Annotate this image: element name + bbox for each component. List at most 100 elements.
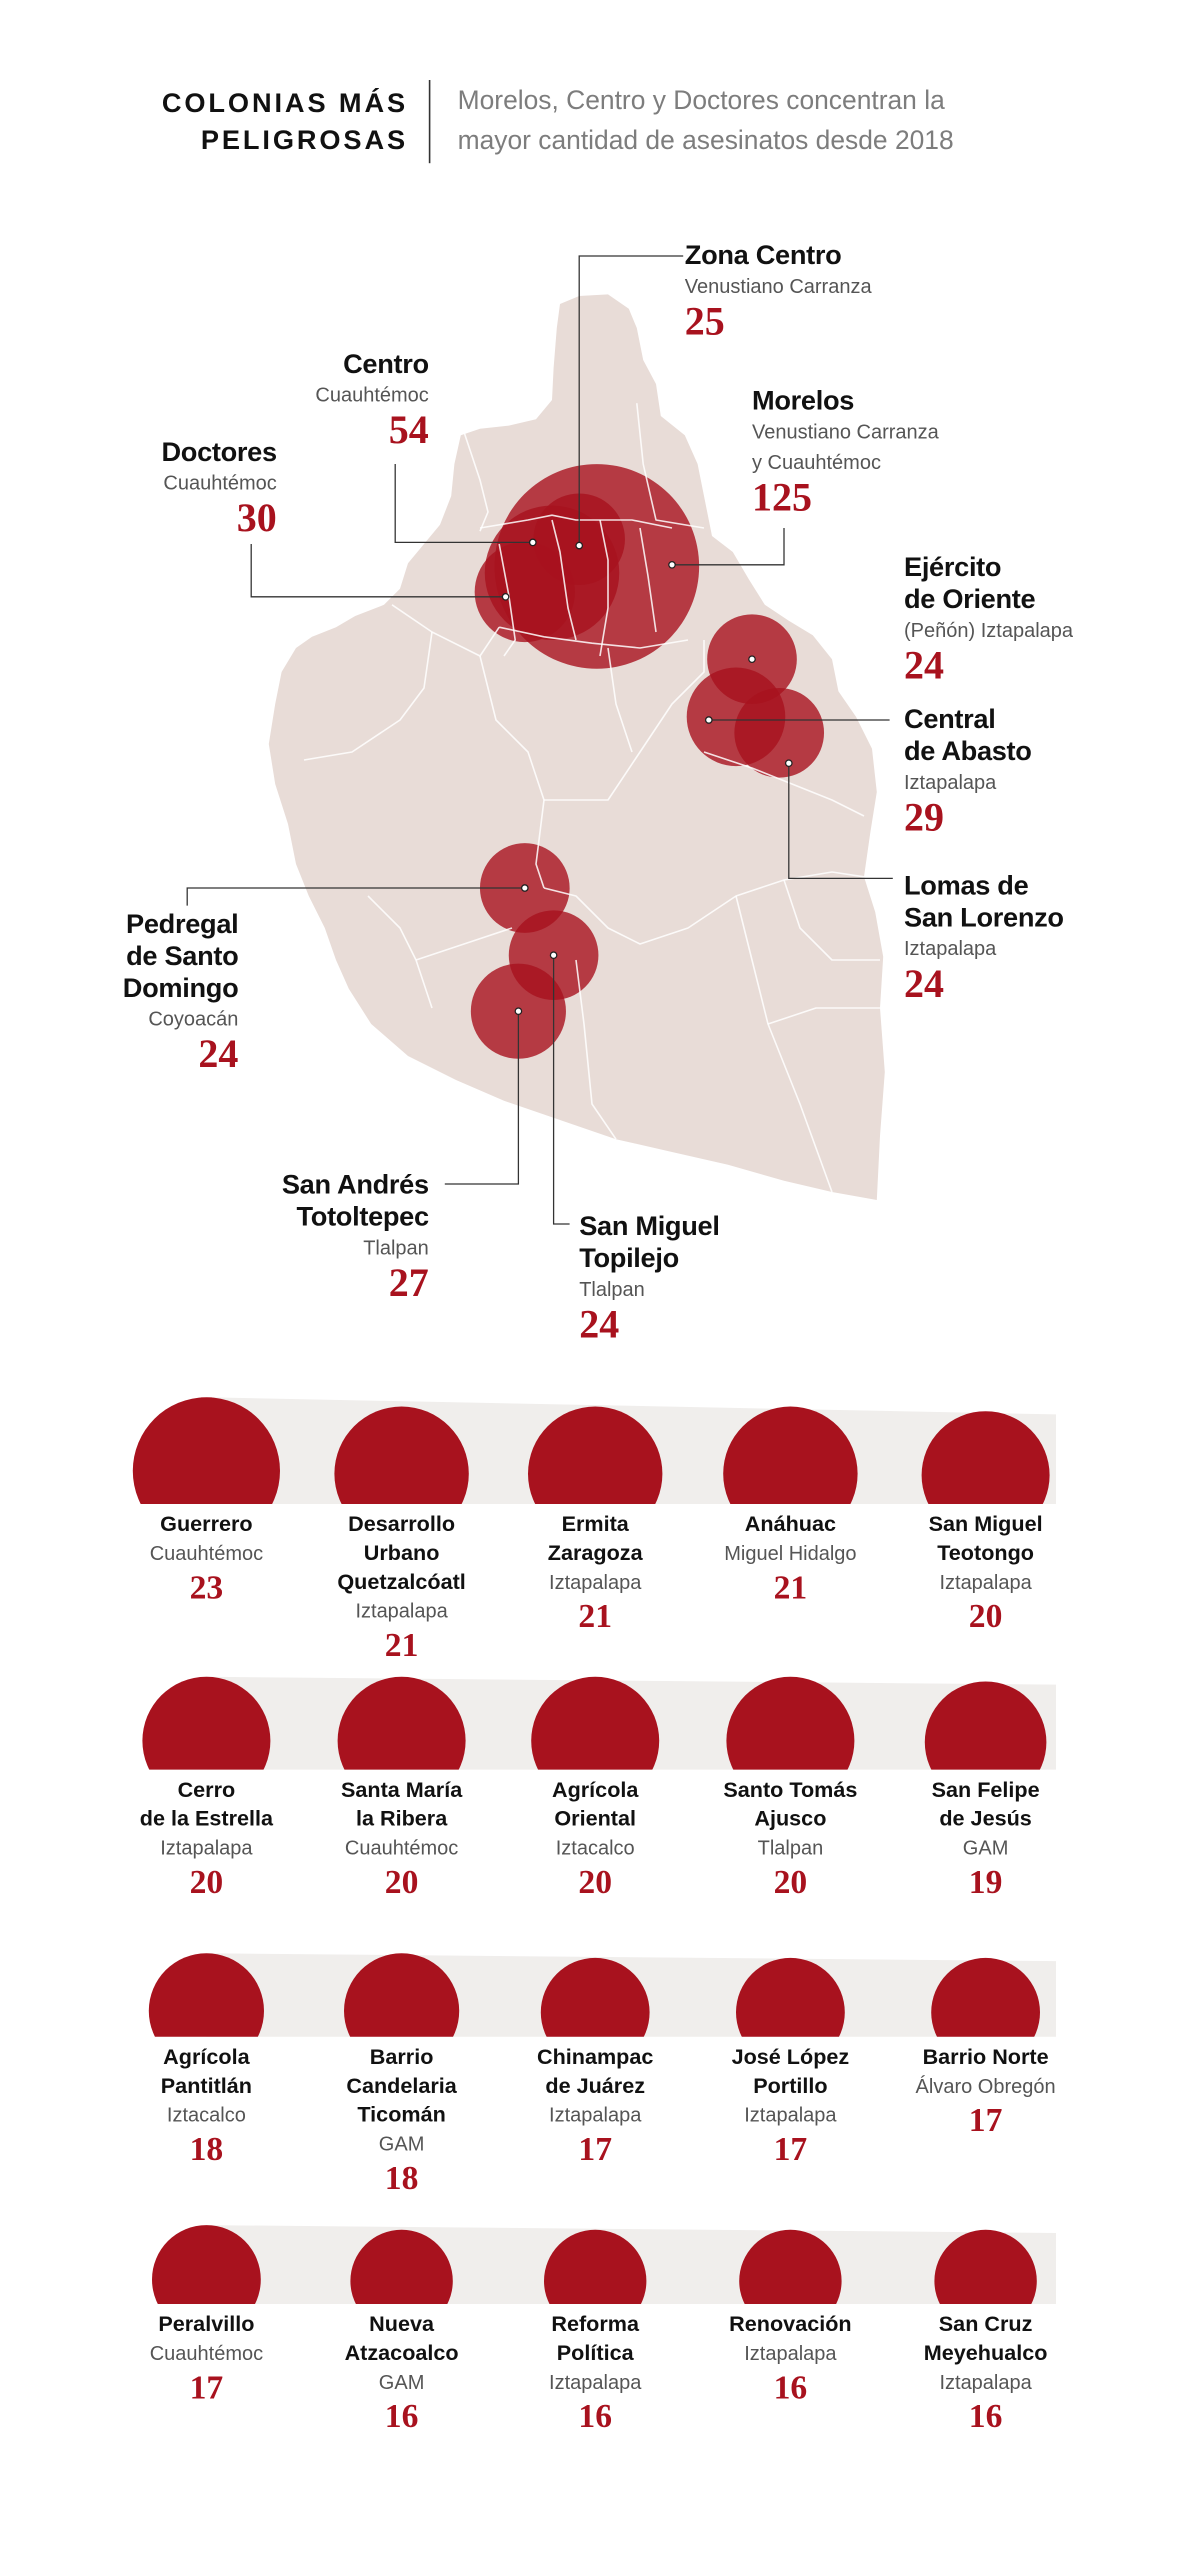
borough-boundary [498, 543, 517, 657]
colonia-name: de la Estrella [139, 1806, 274, 1831]
location-dot [528, 538, 537, 547]
colonia-name: Santo Tomás [723, 1777, 858, 1802]
alcaldia-name: y Cuauhtémoc [752, 451, 881, 474]
label-cerro-de-la-estrella: Cerro de la Estrella Iztapalapa 20 [107, 1776, 305, 1901]
colonia-name: Domingo [122, 972, 239, 1004]
connector-line [186, 887, 525, 906]
borough-boundary [767, 1007, 881, 1025]
colonia-name: Totoltepec [296, 1201, 430, 1232]
borough-boundary [636, 403, 705, 529]
label-santa-maria-la-ribera: Santa María la Ribera Cuauhtémoc 20 [302, 1776, 500, 1901]
homicide-count: 16 [773, 2368, 808, 2407]
alcaldia-name: Iztapalapa [160, 1836, 253, 1860]
colonia-name: Agrícola [163, 2044, 250, 2069]
title-line: COLONIAS MÁS [161, 88, 408, 119]
alcaldia-name: Iztapalapa [355, 1600, 448, 1623]
colonia-name: Urbano [363, 1540, 440, 1565]
colonia-name: de Oriente [904, 584, 1036, 615]
location-dot [668, 560, 676, 569]
borough-boundary [463, 431, 489, 532]
alcaldia-name: Miguel Hidalgo [724, 1542, 857, 1565]
homicide-count: 20 [968, 1596, 1003, 1636]
homicide-count: 21 [578, 1596, 612, 1636]
alcaldia-name: Iztapalapa [939, 1571, 1032, 1594]
homicide-count: 29 [904, 796, 944, 840]
label-jose-lopez-portillo: José López Portillo Iztapalapa 17 [691, 2043, 889, 2168]
colonia-name: Teotongo [937, 1540, 1034, 1565]
label-central-de-abasto: Central de Abasto Iztapalapa 29 [904, 704, 1032, 840]
location-dots [501, 538, 793, 1016]
colonia-name: San Andrés [281, 1169, 429, 1200]
colonia-name: Topilejo [579, 1243, 679, 1274]
borough-boundary [479, 655, 545, 889]
alcaldia-name: Iztapalapa [904, 771, 997, 794]
colonia-name: Ermita [561, 1512, 629, 1536]
homicide-count: 17 [968, 2100, 1003, 2140]
borough-boundary [575, 959, 617, 1140]
bubble-ermita-zaragoza [528, 1406, 663, 1505]
borough-boundary [499, 626, 689, 649]
colonia-name: Nueva [369, 2312, 435, 2336]
bubble-guerrero [132, 1397, 280, 1505]
subtitle-line: mayor cantidad de asesinatos desde 2018 [457, 126, 954, 156]
label-desarrollo-urbano-quetzalcoatl: Desarrollo Urbano Quetzalcóatl Iztapalapa 21 [302, 1510, 500, 1664]
bubble-anahuac [723, 1406, 858, 1505]
colonia-name: Reforma [551, 2312, 639, 2336]
homicide-count: 17 [189, 2368, 224, 2407]
colonia-name: Candelaria [346, 2073, 457, 2098]
colonia-name: de Jesús [939, 1806, 1032, 1831]
homicide-count: 54 [388, 409, 429, 453]
colonia-name: Ticomán [357, 2102, 446, 2127]
homicide-count: 30 [236, 497, 277, 541]
colonia-name: Portillo [753, 2073, 828, 2098]
colonia-name: Guerrero [160, 1512, 253, 1536]
connector-lines [186, 255, 893, 1225]
colonia-name: Santa María [340, 1777, 463, 1802]
bubble-san-cruz-meyehualco [934, 2229, 1037, 2305]
colonia-name: Agrícola [551, 1777, 639, 1802]
homicide-count: 19 [968, 1862, 1003, 1901]
borough-boundary [367, 895, 433, 1009]
borough-boundary [415, 927, 513, 961]
alcaldia-name: Iztapalapa [904, 937, 997, 960]
colonia-name: de Santo [126, 940, 239, 972]
label-ejercito-de-oriente: Ejército de Oriente (Peñón) Iztapalapa 24 [904, 552, 1073, 688]
title-divider [428, 80, 431, 164]
label-san-felipe-de-jesus: San Felipe de Jesús GAM 19 [886, 1776, 1084, 1901]
label-doctores: Doctores Cuauhtémoc 30 [161, 437, 277, 541]
colonia-name: Zaragoza [547, 1540, 643, 1565]
location-dot [704, 716, 713, 724]
label-pedregal-de-santo-domingo: Pedregal de Santo Domingo Coyoacán 24 [123, 909, 239, 1077]
bubble-cerro-de-la-estrella [142, 1676, 271, 1770]
alcaldia-name: (Peñón) Iztapalapa [904, 619, 1074, 642]
location-dot [549, 951, 558, 960]
label-anahuac: Anáhuac Miguel Hidalgo 21 [691, 1510, 889, 1606]
title: COLONIAS MÁS PELIGROSAS [64, 85, 408, 159]
colonia-name: Peralvillo [158, 2312, 255, 2336]
colonia-name: Ajusco [754, 1806, 827, 1831]
colonia-name: la Ribera [355, 1806, 448, 1831]
label-santo-tomas-ajusco: Santo Tomás Ajusco Tlalpan 20 [691, 1776, 889, 1901]
borough-boundary [783, 879, 881, 961]
borough-boundary [544, 640, 705, 801]
label-morelos: Morelos Venustiano Carranza y Cuauhtémoc 12… [752, 386, 939, 520]
bubble-agricola-pantitlan [148, 1953, 264, 2037]
homicide-count: 20 [773, 1862, 808, 1901]
homicide-count: 16 [384, 2396, 419, 2436]
colonia-name: José López [731, 2044, 850, 2069]
borough-boundary [303, 631, 433, 761]
homicide-count: 18 [384, 2158, 419, 2197]
label-lomas-de-san-lorenzo: Lomas de San Lorenzo Iztapalapa 24 [904, 870, 1064, 1006]
homicide-count: 18 [189, 2129, 224, 2168]
colonia-name: Barrio [369, 2044, 434, 2069]
bubble-san-felipe-de-jesus [924, 1681, 1047, 1770]
label-san-miguel-teotongo: San Miguel Teotongo Iztapalapa 20 [886, 1510, 1084, 1635]
homicide-count: 20 [189, 1862, 224, 1901]
alcaldia-name: GAM [962, 1836, 1009, 1860]
homicide-count: 20 [384, 1862, 419, 1901]
borough-boundary [543, 871, 865, 945]
colonia-name: Oriental [554, 1806, 636, 1831]
borough-boundary [607, 647, 633, 753]
connector-line [788, 763, 893, 880]
